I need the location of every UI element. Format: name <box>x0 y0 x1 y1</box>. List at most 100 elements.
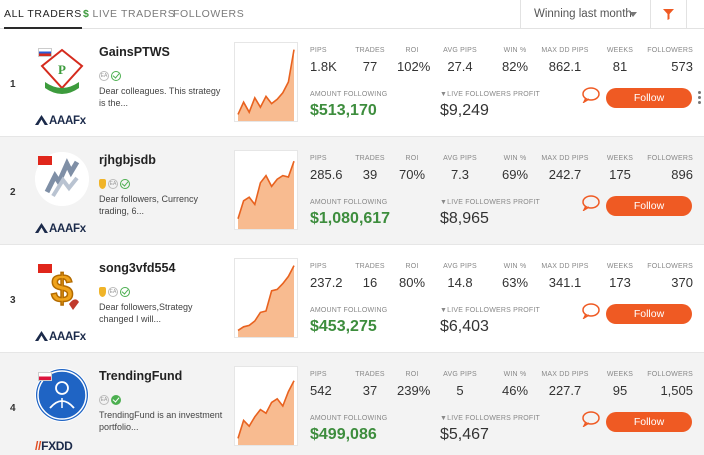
flag-cn-icon <box>38 156 52 165</box>
trader-row[interactable]: 4 //FXDD TrendingFund EA TrendingFund is an … <box>0 353 704 455</box>
sparkline-line <box>237 160 295 220</box>
filter-button[interactable] <box>651 0 687 29</box>
svg-text:$: $ <box>51 267 73 311</box>
medal-icon <box>99 286 106 297</box>
rank-number: 3 <box>10 295 16 306</box>
live-profit-label: ▼LIVE FOLLOWERS PROFIT <box>440 307 541 314</box>
stat-value-roi: 102% <box>397 59 431 74</box>
live-profit-value: $9,249 <box>440 102 489 119</box>
flag-pl-icon <box>38 372 52 381</box>
stat-label-roi: ROI <box>405 155 419 162</box>
stat-label-pips: PIPS <box>310 263 327 270</box>
stat-label-roi: ROI <box>405 263 419 270</box>
stat-label-trades: TRADES <box>355 47 385 54</box>
stat-label-pips: PIPS <box>310 47 327 54</box>
stat-label-weeks: WEEKS <box>606 263 634 270</box>
sort-dropdown-value: Winning last month <box>534 8 632 20</box>
badges: EA <box>99 283 132 297</box>
stat-value-max_dd: 227.7 <box>548 383 582 398</box>
performance-sparkline[interactable] <box>234 150 298 230</box>
sort-dropdown[interactable]: Winning last month <box>520 0 651 29</box>
verified-check-icon <box>120 286 130 297</box>
sparkline-chart <box>237 380 295 445</box>
trader-row[interactable]: 3 $ AAAFx song3vfd554 EA Dear followers,Strat… <box>0 245 704 353</box>
stat-value-pips: 237.2 <box>310 275 343 290</box>
stat-label-followers: FOLLOWERS <box>647 371 693 378</box>
stat-value-trades: 39 <box>362 167 378 182</box>
performance-sparkline[interactable] <box>234 258 298 338</box>
live-profit-value: $8,965 <box>440 210 489 227</box>
tab-all-traders[interactable]: ALL TRADERS <box>4 0 82 29</box>
badges: EA <box>99 67 123 81</box>
sparkline-chart <box>237 265 295 337</box>
ea-badge-icon: EA <box>99 394 109 405</box>
follow-button[interactable]: Follow <box>606 412 692 432</box>
arrows-icon[interactable] <box>35 152 89 206</box>
amount-following-label: AMOUNT FOLLOWING <box>310 199 388 206</box>
stat-value-max_dd: 862.1 <box>548 59 582 74</box>
follow-button[interactable]: Follow <box>606 88 692 108</box>
stat-label-avg_pips: AVG PIPS <box>443 155 477 162</box>
stat-label-followers: FOLLOWERS <box>647 47 693 54</box>
trader-description: Dear followers, Currency trading, 6... <box>99 194 199 216</box>
follow-button[interactable]: Follow <box>606 196 692 216</box>
badges: EA <box>99 175 132 189</box>
stat-label-max_dd: MAX DD PIPS <box>541 263 589 270</box>
rank-number: 1 <box>10 79 16 90</box>
sparkline-line <box>237 265 295 332</box>
tab-live-traders[interactable]: $ LIVE TRADERS <box>83 0 175 29</box>
live-profit-label: ▼LIVE FOLLOWERS PROFIT <box>440 199 541 206</box>
stat-value-trades: 37 <box>362 383 378 398</box>
chat-bubble-icon[interactable] <box>582 195 600 212</box>
amount-following-value: $453,275 <box>310 318 377 335</box>
trader-name[interactable]: rjhgbjsdb <box>99 153 156 167</box>
stat-value-followers: 573 <box>671 59 693 74</box>
sparkline-line <box>237 49 295 115</box>
stat-label-weeks: WEEKS <box>606 155 634 162</box>
sparkline-area <box>238 265 294 337</box>
stat-label-avg_pips: AVG PIPS <box>443 47 477 54</box>
trader-name[interactable]: TrendingFund <box>99 369 183 383</box>
tab-followers[interactable]: FOLLOWERS <box>173 8 245 20</box>
tab-live-traders-label: LIVE TRADERS <box>92 8 176 20</box>
stat-value-win: 82% <box>501 59 529 74</box>
stat-value-max_dd: 242.7 <box>548 167 582 182</box>
verified-check-icon <box>120 178 130 189</box>
stat-label-max_dd: MAX DD PIPS <box>541 155 589 162</box>
stat-label-max_dd: MAX DD PIPS <box>541 371 589 378</box>
chat-bubble-icon[interactable] <box>582 411 600 428</box>
stat-value-trades: 77 <box>362 59 378 74</box>
stat-label-weeks: WEEKS <box>606 371 634 378</box>
badges: EA <box>99 391 123 405</box>
sparkline-area <box>238 161 294 229</box>
stat-value-win: 63% <box>501 275 529 290</box>
live-profit-label: ▼LIVE FOLLOWERS PROFIT <box>440 91 541 98</box>
broker-logo: AAAFx <box>35 331 86 343</box>
stat-value-followers: 370 <box>671 275 693 290</box>
trader-description: Dear colleagues. This strategy is the... <box>99 86 221 108</box>
stat-label-avg_pips: AVG PIPS <box>443 371 477 378</box>
stat-value-followers: 1,505 <box>660 383 693 398</box>
stat-value-roi: 80% <box>398 275 426 290</box>
medal-icon <box>99 178 106 189</box>
performance-sparkline[interactable] <box>234 42 298 122</box>
stat-value-avg_pips: 7.3 <box>450 167 470 182</box>
trader-name[interactable]: song3vfd554 <box>99 261 176 275</box>
performance-sparkline[interactable] <box>234 366 298 446</box>
stat-value-pips: 1.8K <box>310 59 337 74</box>
stat-value-avg_pips: 27.4 <box>447 59 473 74</box>
trader-row[interactable]: 1 P AAAFx GainsPTWS EA Dear colleagues. This … <box>0 29 704 137</box>
trader-row[interactable]: 2 AAAFx rjhgbjsdb EA Dear followers, Currenc… <box>0 137 704 245</box>
sparkline-chart <box>237 160 295 229</box>
trader-name[interactable]: GainsPTWS <box>99 45 170 59</box>
more-options-icon[interactable] <box>698 91 702 105</box>
follow-button[interactable]: Follow <box>606 304 692 324</box>
verified-check-icon <box>111 394 121 405</box>
chat-bubble-icon[interactable] <box>582 87 600 104</box>
broker-logo: //FXDD <box>35 439 73 453</box>
tab-bar: ALL TRADERS $ LIVE TRADERS FOLLOWERS Winn… <box>0 0 704 29</box>
sparkline-area <box>238 380 294 445</box>
ea-badge-icon: EA <box>99 70 109 81</box>
chat-bubble-icon[interactable] <box>582 303 600 320</box>
stat-value-trades: 16 <box>362 275 378 290</box>
